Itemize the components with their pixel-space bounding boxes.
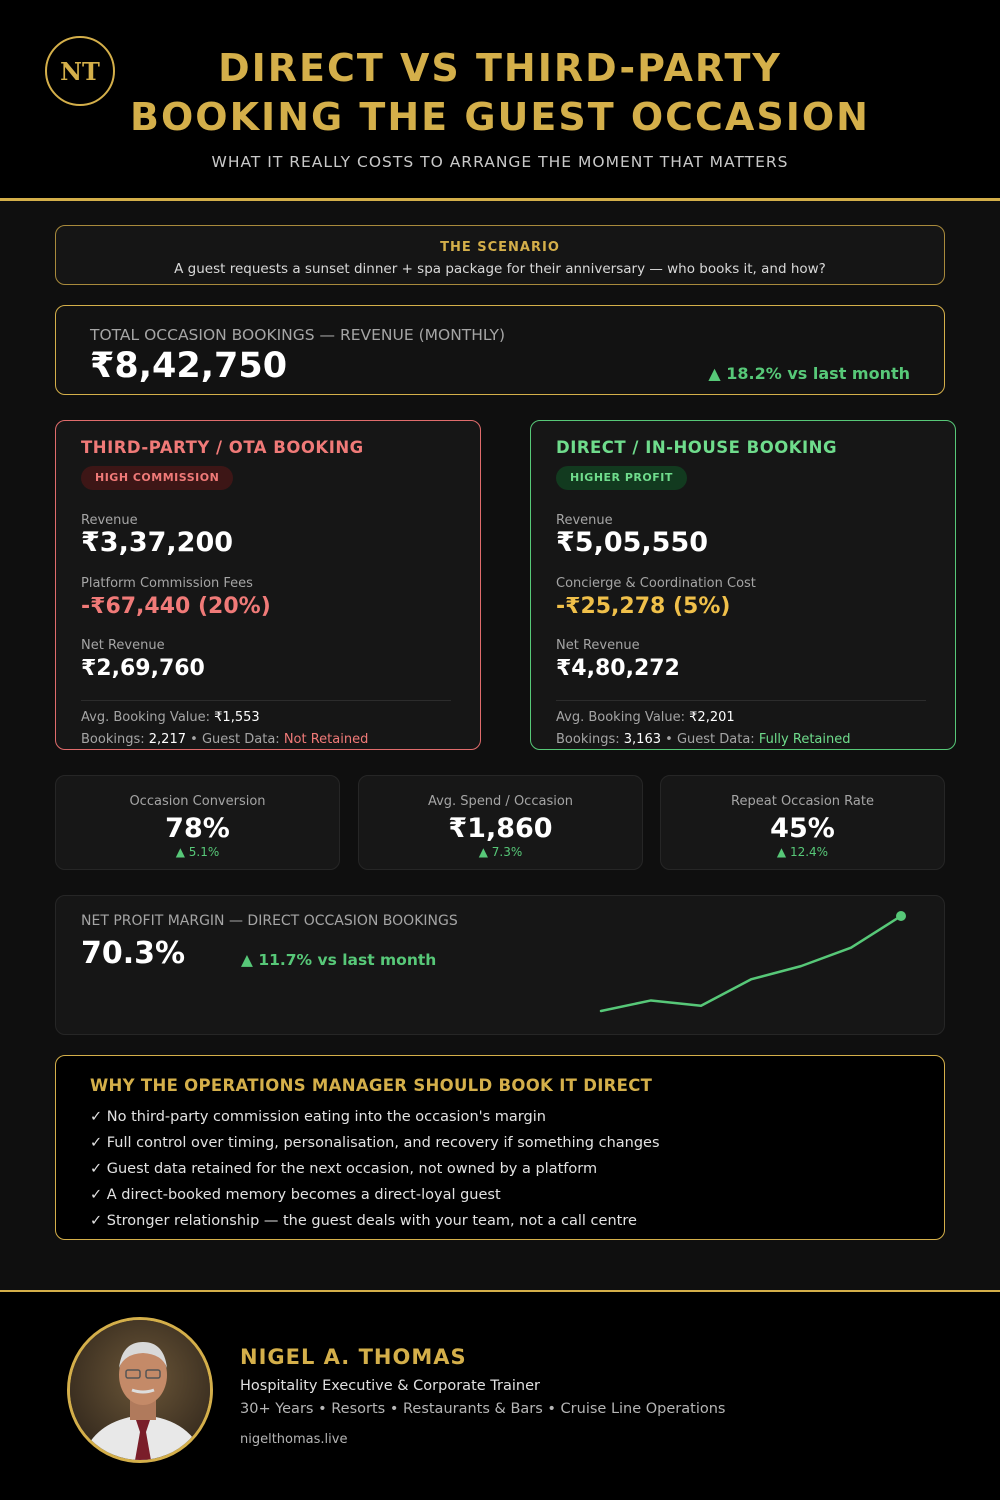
total-revenue-card: TOTAL OCCASION BOOKINGS — REVENUE (MONTH… <box>55 305 945 395</box>
avatar <box>67 1317 213 1463</box>
kpi-label: Occasion Conversion <box>129 794 266 809</box>
ota-avg-value: ₹1,553 <box>214 710 260 725</box>
page-subtitle: WHAT IT REALLY COSTS TO ARRANGE THE MOME… <box>211 153 789 171</box>
ota-avg-booking: Avg. Booking Value: ₹1,553 <box>81 710 260 725</box>
header-divider <box>0 198 1000 201</box>
scenario-heading: THE SCENARIO <box>440 240 560 255</box>
direct-fee-label: Concierge & Coordination Cost <box>556 576 756 591</box>
direct-card-title: DIRECT / IN-HOUSE BOOKING <box>556 438 838 457</box>
total-revenue-value: ₹8,42,750 <box>90 346 288 386</box>
kpi-card-repeat-rate: Repeat Occasion Rate 45% ▲ 12.4% <box>660 775 945 870</box>
kpi-change: ▲ 12.4% <box>776 845 829 859</box>
list-item: ✓ A direct-booked memory becomes a direc… <box>90 1187 501 1203</box>
list-item: ✓ Guest data retained for the next occas… <box>90 1161 598 1177</box>
direct-guest-label: Guest Data: <box>676 732 755 747</box>
page-title-line2: BOOKING THE GUEST OCCASION <box>130 95 870 139</box>
kpi-card-conversion: Occasion Conversion 78% ▲ 5.1% <box>55 775 340 870</box>
direct-avg-label: Avg. Booking Value: <box>556 710 686 725</box>
main-content: THE SCENARIO A guest requests a sunset d… <box>0 201 1000 1290</box>
list-item: ✓ Full control over timing, personalisat… <box>90 1135 660 1151</box>
kpi-change: ▲ 7.3% <box>478 845 523 859</box>
direct-divider <box>556 700 926 701</box>
ota-guest-value: Not Retained <box>283 732 369 747</box>
why-heading: WHY THE OPERATIONS MANAGER SHOULD BOOK I… <box>90 1076 653 1095</box>
kpi-value: 45% <box>770 813 835 844</box>
profile-photo <box>70 1320 210 1460</box>
kpi-change: ▲ 5.1% <box>175 845 220 859</box>
scenario-box: THE SCENARIO A guest requests a sunset d… <box>55 225 945 285</box>
direct-bookings-row: Bookings: 3,163 • Guest Data: Fully Reta… <box>556 732 850 747</box>
footer-divider <box>0 1290 1000 1292</box>
margin-label: NET PROFIT MARGIN — DIRECT OCCASION BOOK… <box>81 913 458 929</box>
direct-bookings-value: 3,163 <box>623 732 661 747</box>
net-profit-margin-card: NET PROFIT MARGIN — DIRECT OCCASION BOOK… <box>55 895 945 1035</box>
ota-guest-label: Guest Data: <box>201 732 280 747</box>
kpi-label: Avg. Spend / Occasion <box>427 794 574 809</box>
profile-website[interactable]: nigelthomas.live <box>240 1432 348 1447</box>
scenario-text: A guest requests a sunset dinner + spa p… <box>174 261 826 277</box>
why-list: ✓ No third-party commission eating into … <box>90 1109 660 1239</box>
ota-card-title: THIRD-PARTY / OTA BOOKING <box>81 438 364 457</box>
ota-bookings-value: 2,217 <box>148 732 186 747</box>
ota-fee-label: Platform Commission Fees <box>81 576 253 591</box>
kpi-label: Repeat Occasion Rate <box>731 794 874 809</box>
kpi-value: 78% <box>165 813 230 844</box>
margin-change: ▲ 11.7% vs last month <box>241 951 437 969</box>
ota-revenue-value: ₹3,37,200 <box>81 527 234 558</box>
why-direct-box: WHY THE OPERATIONS MANAGER SHOULD BOOK I… <box>55 1055 945 1240</box>
header: NT DIRECT VS THIRD-PARTY BOOKING THE GUE… <box>0 0 1000 200</box>
direct-net-value: ₹4,80,272 <box>556 656 680 681</box>
ota-divider <box>81 700 451 701</box>
sparkline-end-point <box>896 911 906 921</box>
ota-badge: HIGH COMMISSION <box>81 466 234 490</box>
direct-avg-value: ₹2,201 <box>689 710 735 725</box>
page-title-line1: DIRECT VS THIRD-PARTY <box>218 46 782 90</box>
ota-avg-label: Avg. Booking Value: <box>81 710 211 725</box>
kpi-card-avg-spend: Avg. Spend / Occasion ₹1,860 ▲ 7.3% <box>358 775 643 870</box>
direct-bookings-label: Bookings: <box>556 732 620 747</box>
ota-bookings-row: Bookings: 2,217 • Guest Data: Not Retain… <box>81 732 368 747</box>
list-item: ✓ No third-party commission eating into … <box>90 1109 546 1125</box>
sparkline-line <box>599 914 903 1013</box>
direct-fee-value: -₹25,278 (5%) <box>556 594 731 619</box>
total-revenue-label: TOTAL OCCASION BOOKINGS — REVENUE (MONTH… <box>90 326 506 344</box>
profile-name: NIGEL A. THOMAS <box>240 1345 467 1369</box>
ota-booking-card: THIRD-PARTY / OTA BOOKING HIGH COMMISSIO… <box>55 420 481 750</box>
kpi-value: ₹1,860 <box>448 813 553 844</box>
direct-separator: • <box>665 732 673 747</box>
direct-revenue-value: ₹5,05,550 <box>556 527 709 558</box>
ota-separator: • <box>190 732 198 747</box>
ota-bookings-label: Bookings: <box>81 732 145 747</box>
profile-experience: 30+ Years • Resorts • Restaurants & Bars… <box>240 1401 726 1417</box>
margin-value: 70.3% <box>81 936 186 971</box>
ota-net-value: ₹2,69,760 <box>81 656 205 681</box>
ota-net-label: Net Revenue <box>81 638 165 653</box>
direct-revenue-label: Revenue <box>556 513 613 528</box>
direct-badge: HIGHER PROFIT <box>556 466 687 490</box>
direct-avg-booking: Avg. Booking Value: ₹2,201 <box>556 710 735 725</box>
profile-role: Hospitality Executive & Corporate Traine… <box>240 1378 540 1394</box>
ota-revenue-label: Revenue <box>81 513 138 528</box>
direct-guest-value: Fully Retained <box>758 732 851 747</box>
direct-booking-card: DIRECT / IN-HOUSE BOOKING HIGHER PROFIT … <box>530 420 956 750</box>
list-item: ✓ Stronger relationship — the guest deal… <box>90 1213 637 1229</box>
margin-sparkline <box>599 911 906 1013</box>
profile-footer: NIGEL A. THOMAS Hospitality Executive & … <box>0 1293 1000 1500</box>
total-revenue-change: ▲ 18.2% vs last month <box>708 364 910 383</box>
nt-logo: NT <box>45 36 115 106</box>
direct-net-label: Net Revenue <box>556 638 640 653</box>
ota-fee-value: -₹67,440 (20%) <box>81 594 271 619</box>
